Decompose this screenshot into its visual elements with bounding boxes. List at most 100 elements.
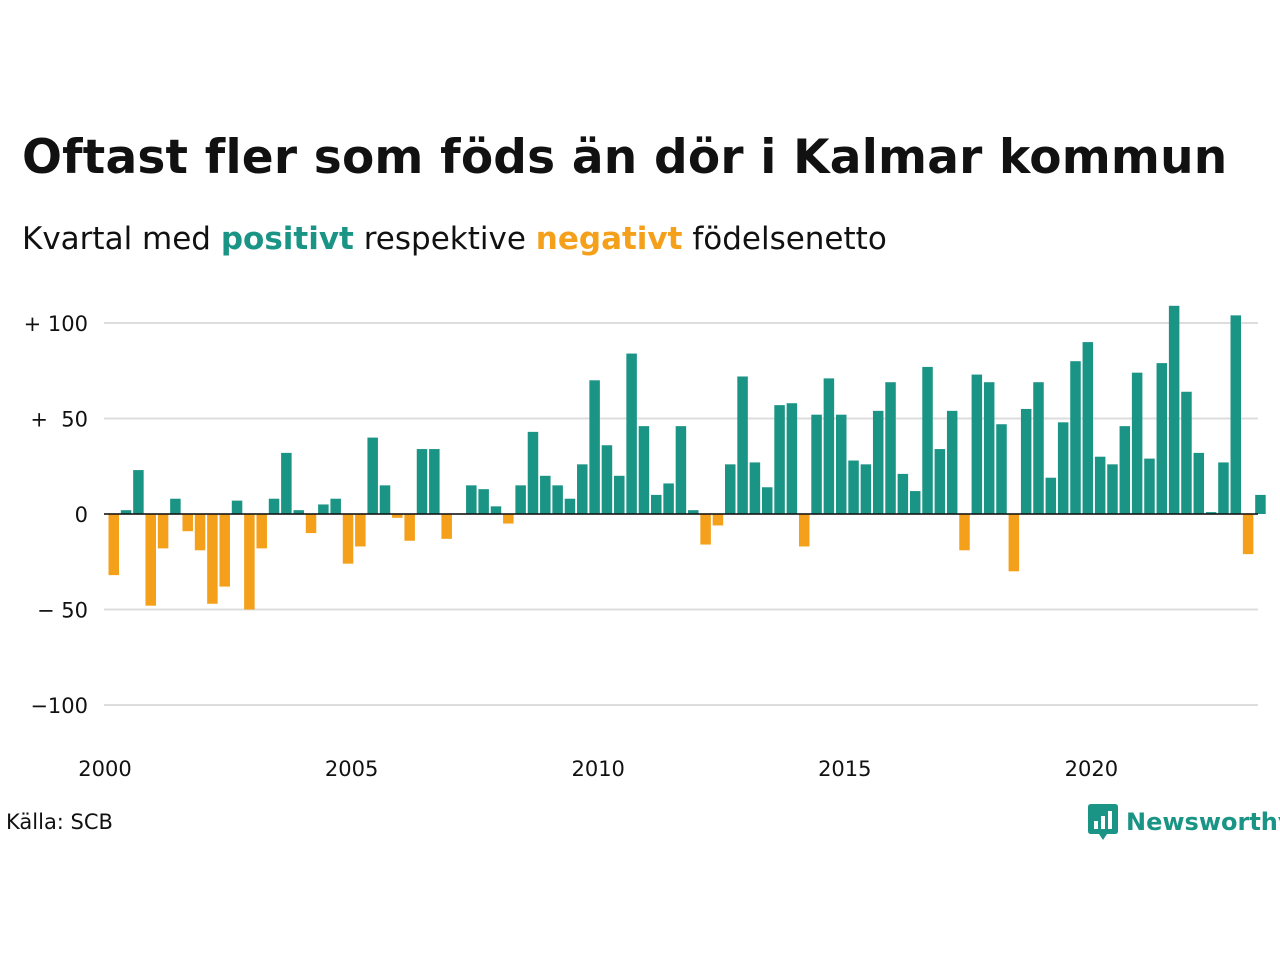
bar (219, 514, 230, 587)
bar (996, 424, 1007, 514)
bar (860, 464, 872, 514)
bar (108, 514, 119, 576)
bar (823, 378, 835, 514)
chart-subtitle: Kvartal med positivt respektive negativt… (22, 221, 887, 257)
bar (244, 514, 255, 610)
bar (712, 514, 724, 526)
bar (478, 489, 489, 514)
bar (798, 514, 810, 547)
x-tick-label: 2010 (571, 757, 624, 781)
source-label: Källa: SCB (6, 810, 113, 834)
bar (355, 514, 366, 547)
newsworthy-chart-icon (1088, 804, 1118, 840)
bar (774, 405, 785, 514)
bar (651, 494, 662, 514)
bar (182, 514, 193, 532)
bar (120, 510, 132, 514)
bar (441, 514, 452, 539)
bar (540, 475, 551, 514)
bar (946, 410, 958, 514)
bar (700, 514, 711, 545)
bar (614, 475, 625, 514)
bar (1082, 342, 1094, 514)
bar (231, 500, 243, 514)
bar (848, 460, 859, 514)
bar (897, 473, 909, 514)
bar (1094, 456, 1106, 514)
bar (1008, 514, 1020, 572)
bar (1218, 462, 1229, 514)
bar (1107, 464, 1118, 514)
bar (934, 449, 946, 514)
bar (318, 504, 329, 514)
bar (688, 510, 699, 514)
bar (675, 426, 687, 514)
bar (626, 353, 637, 514)
bar (170, 498, 181, 514)
brand-logo: Newsworthy (1088, 802, 1280, 842)
bar (133, 470, 144, 514)
subtitle-prefix: Kvartal med (22, 221, 221, 257)
subtitle-middle: respektive (353, 221, 536, 257)
bar (737, 376, 748, 514)
bar (515, 485, 526, 514)
bar (872, 410, 884, 514)
bar (1131, 372, 1143, 514)
bar (503, 514, 514, 524)
subtitle-negative-word: negativt (535, 221, 683, 257)
bar (835, 414, 847, 514)
bar (1205, 512, 1217, 514)
bar (601, 445, 613, 514)
bar (404, 514, 415, 541)
bar (1193, 452, 1205, 514)
x-tick-label: 2015 (818, 757, 871, 781)
x-tick-label: 2000 (78, 757, 131, 781)
bar (786, 403, 798, 514)
bar (663, 483, 674, 514)
bar (1119, 426, 1131, 514)
bar (1070, 361, 1081, 514)
bar (305, 514, 317, 534)
x-tick-label: 2020 (1065, 757, 1118, 781)
bar (1020, 408, 1032, 514)
bar (429, 449, 440, 514)
bar (157, 514, 169, 549)
bar (466, 485, 477, 514)
subtitle-suffix: födelsenetto (682, 221, 887, 257)
bar (909, 491, 921, 514)
bar (564, 498, 576, 514)
bar (1144, 458, 1155, 514)
bar (577, 464, 588, 514)
bar (367, 437, 378, 514)
bar (1181, 391, 1192, 514)
bar (207, 514, 218, 604)
bar (256, 514, 267, 549)
bar (392, 514, 403, 518)
bar (638, 426, 650, 514)
bar (1242, 514, 1254, 555)
bar (1255, 494, 1266, 514)
bar (1156, 363, 1168, 514)
bar (959, 514, 970, 551)
bar (749, 462, 761, 514)
bar (983, 382, 995, 514)
bar (293, 510, 304, 514)
bar (971, 374, 983, 514)
bar (1057, 422, 1069, 514)
bar (761, 487, 773, 514)
bar (527, 431, 539, 514)
bar (145, 514, 156, 606)
bar (330, 498, 341, 514)
y-tick-label: −100 (30, 694, 88, 718)
bar (1045, 477, 1057, 514)
bar (811, 414, 822, 514)
bar (416, 449, 428, 514)
bar (922, 366, 933, 514)
bar (342, 514, 354, 564)
bar (589, 380, 600, 514)
y-tick-label: − 50 (37, 599, 88, 623)
brand-name: Newsworthy (1126, 808, 1280, 836)
y-tick-label: + 50 (30, 408, 88, 432)
x-tick-label: 2005 (325, 757, 378, 781)
